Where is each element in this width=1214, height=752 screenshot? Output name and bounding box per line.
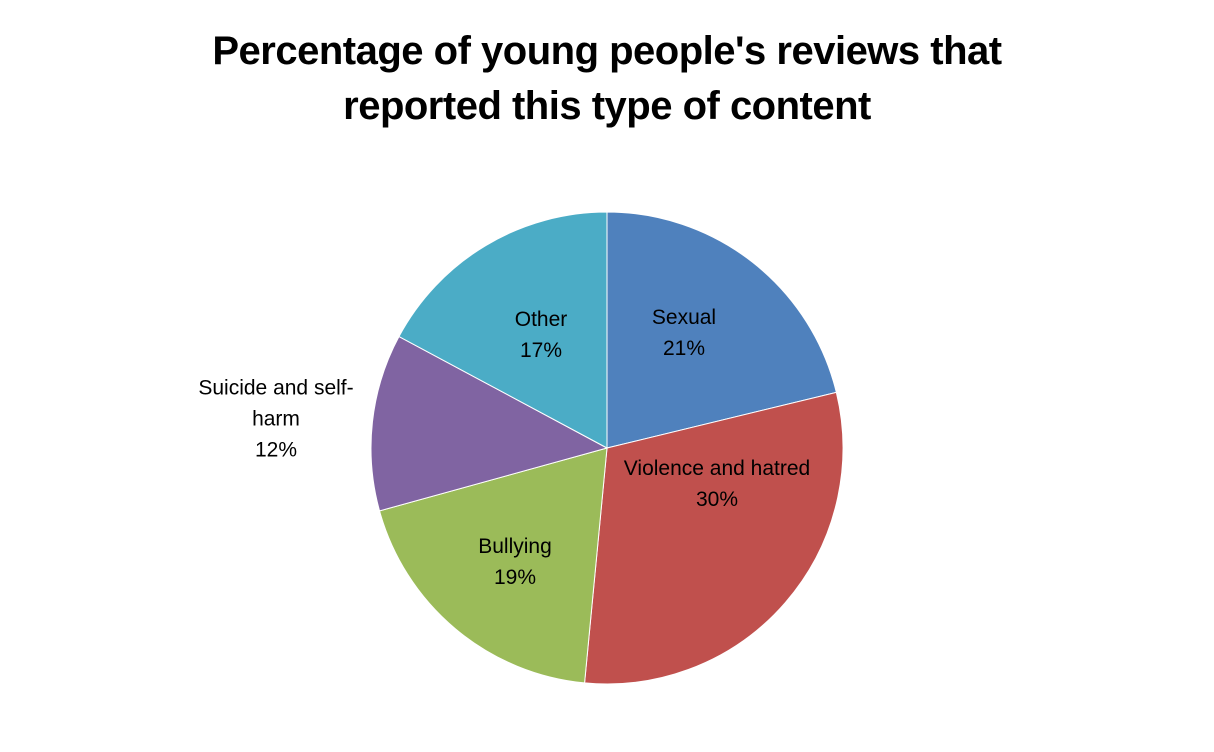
slice-value-label: 30% — [696, 488, 738, 511]
slice-data-label: Sexual 21% — [652, 306, 716, 360]
slice-data-label: Other 17% — [515, 308, 568, 362]
chart-title-line-1: Percentage of young people's reviews tha… — [212, 29, 1002, 73]
slice-value-label: 19% — [494, 566, 536, 589]
slice-category-label: Other — [515, 308, 568, 331]
slice-category-label: Suicide and self- — [198, 377, 353, 400]
pie-slice — [370, 335, 609, 512]
slice-category-label: Violence and hatred — [624, 457, 810, 480]
slice-value-label: 21% — [663, 337, 705, 360]
pie-slice — [378, 447, 608, 684]
slice-value-label: 12% — [255, 439, 297, 462]
chart-title-line-2: reported this type of content — [343, 84, 871, 128]
pie-slice — [606, 211, 837, 449]
slice-data-label: Suicide and self-harm 12% — [198, 377, 353, 462]
pie-slice — [584, 391, 844, 685]
slice-data-label: Bullying 19% — [478, 535, 552, 589]
pie-labels: Sexual 21% Violence and hatred 30% Bullying 1… — [198, 306, 810, 589]
slice-category-label: Bullying — [478, 535, 552, 558]
slice-data-label: Violence and hatred 30% — [624, 457, 810, 511]
slice-category-label: Sexual — [652, 306, 716, 329]
pie-slices — [370, 211, 844, 685]
slice-category-label: harm — [252, 408, 300, 431]
chart-title: Percentage of young people's reviews tha… — [0, 24, 1214, 134]
pie-slice — [398, 211, 608, 449]
slice-value-label: 17% — [520, 339, 562, 362]
